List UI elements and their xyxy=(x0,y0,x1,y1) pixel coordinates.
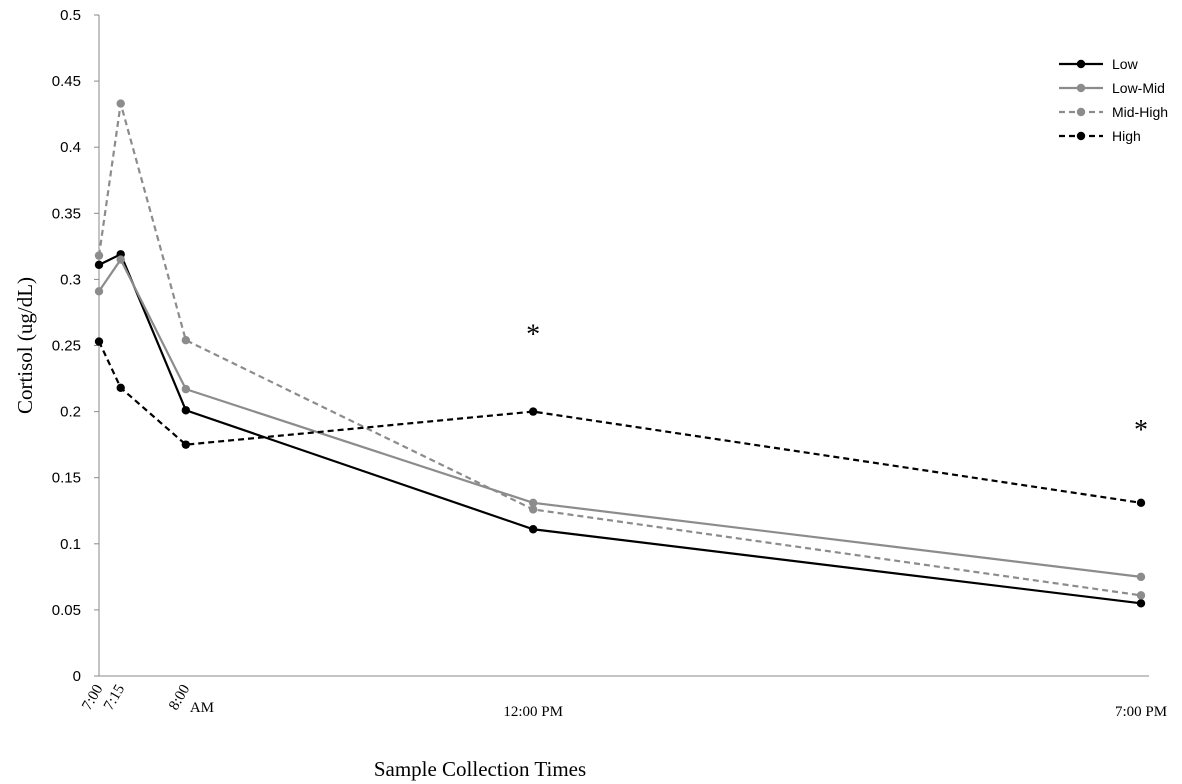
data-point-high xyxy=(1136,498,1146,508)
data-point-low-mid xyxy=(181,384,191,394)
y-tick-label: 0.3 xyxy=(60,271,81,288)
legend-swatch-marker xyxy=(1076,107,1086,117)
data-point-high xyxy=(116,383,125,393)
data-point-mid-high xyxy=(94,251,104,260)
data-point-mid-high xyxy=(1136,591,1146,600)
x-tick-label: 7:00 PM xyxy=(1115,704,1167,720)
y-tick-label: 0.5 xyxy=(60,7,81,24)
x-tick-label: 7:00 xyxy=(79,682,106,713)
series-line-low-mid xyxy=(98,257,1142,578)
x-tick-label: 12:00 PM xyxy=(503,704,563,720)
significance-marker: * xyxy=(526,320,540,351)
y-tick-label: 0.05 xyxy=(52,602,81,619)
y-tick-label: 0 xyxy=(73,668,81,685)
x-tick-label: AM xyxy=(190,700,214,716)
data-point-low xyxy=(181,406,191,415)
data-point-mid-high xyxy=(116,99,125,108)
legend-label: Low-Mid xyxy=(1112,80,1165,96)
legend-label: High xyxy=(1112,128,1141,144)
x-tick-label: 7:15 xyxy=(101,682,128,713)
x-axis-title: Sample Collection Times xyxy=(374,757,586,781)
y-tick-label: 0.15 xyxy=(52,470,81,487)
significance-marker: * xyxy=(1134,415,1148,446)
y-tick-label: 0.35 xyxy=(52,205,81,222)
y-tick-label: 0.4 xyxy=(60,139,81,156)
y-axis-title: Cortisol (ug/dL) xyxy=(13,277,37,414)
legend-swatch-marker xyxy=(1076,83,1086,93)
series-line-mid-high xyxy=(97,103,1142,597)
data-point-low-mid xyxy=(528,498,538,508)
data-point-low xyxy=(528,525,538,534)
y-tick-label: 0.2 xyxy=(60,404,81,421)
data-point-high xyxy=(528,407,538,416)
data-point-high xyxy=(181,440,191,449)
data-point-low-mid xyxy=(94,287,104,296)
series-line-high xyxy=(98,341,1142,504)
data-point-low xyxy=(1136,599,1146,608)
y-tick-label: 0.1 xyxy=(60,536,81,553)
legend-swatch-marker xyxy=(1076,131,1086,141)
data-point-mid-high xyxy=(181,336,191,345)
data-point-high xyxy=(94,337,104,346)
y-tick-label: 0.45 xyxy=(52,73,81,90)
series-line-low xyxy=(98,252,1142,605)
data-point-mid-high xyxy=(528,505,538,514)
data-point-low-mid xyxy=(116,255,125,264)
legend-label: Low xyxy=(1112,56,1139,72)
data-point-low-mid xyxy=(1136,572,1146,582)
y-tick-label: 0.25 xyxy=(52,338,81,355)
data-point-low xyxy=(94,260,104,270)
legend-swatch-marker xyxy=(1076,59,1086,69)
legend-label: Mid-High xyxy=(1112,104,1168,120)
